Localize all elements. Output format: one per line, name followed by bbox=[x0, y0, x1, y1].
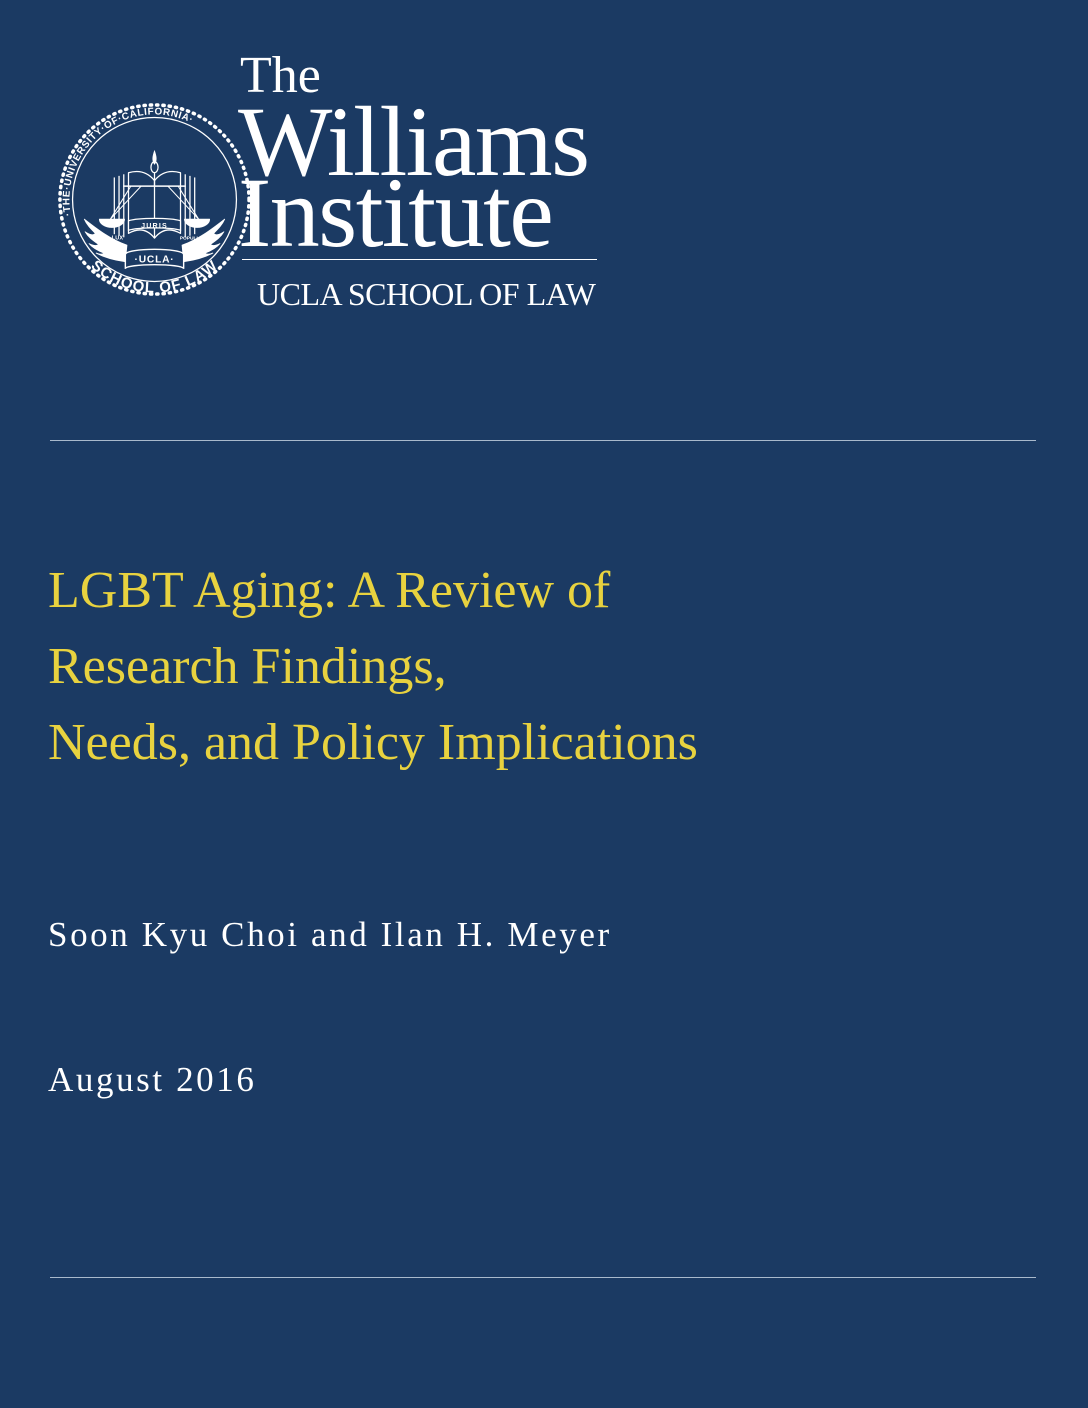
svg-text:LUX: LUX bbox=[112, 236, 124, 242]
svg-text:·UCLA·: ·UCLA· bbox=[135, 255, 175, 266]
svg-text:POPULUS: POPULUS bbox=[180, 236, 204, 242]
svg-text:JURIS: JURIS bbox=[141, 222, 168, 230]
